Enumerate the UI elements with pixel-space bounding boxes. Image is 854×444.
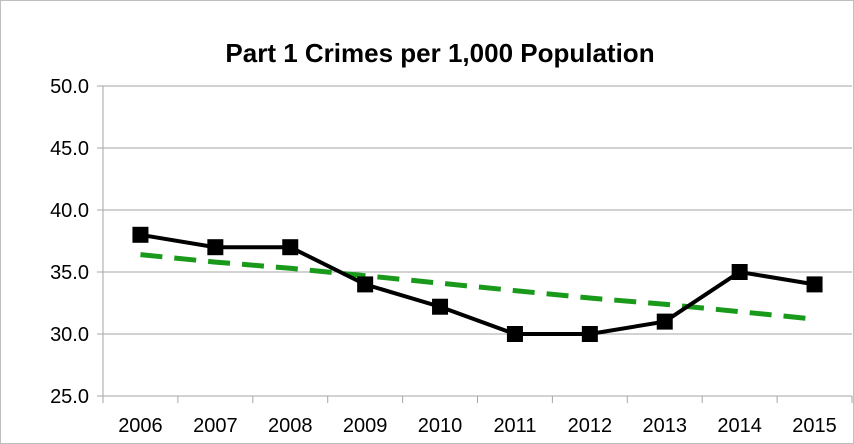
data-point-2006 xyxy=(132,226,149,243)
x-tick-label-2010: 2010 xyxy=(418,415,463,437)
data-point-2008 xyxy=(282,239,299,256)
x-tick-label-2015: 2015 xyxy=(792,415,837,437)
y-tick-label-3: 40.0 xyxy=(50,200,89,222)
y-tick-label-1: 30.0 xyxy=(50,324,89,346)
x-tick-label-2013: 2013 xyxy=(643,415,688,437)
trendline xyxy=(140,252,815,322)
series xyxy=(132,226,823,342)
x-tick-label-2011: 2011 xyxy=(493,415,536,437)
gridlines xyxy=(103,85,852,335)
x-tick-label-2014: 2014 xyxy=(717,415,762,437)
axes xyxy=(97,85,853,403)
x-tick-label-2007: 2007 xyxy=(193,415,238,437)
y-tick-label-2: 35.0 xyxy=(50,262,89,284)
series-line xyxy=(140,232,815,336)
data-point-2007 xyxy=(207,239,224,256)
data-point-2014 xyxy=(731,264,748,280)
x-tick-label-2006: 2006 xyxy=(118,415,163,437)
data-point-2009 xyxy=(357,276,374,293)
data-point-2011 xyxy=(506,326,523,342)
x-tick-label-2008: 2008 xyxy=(268,415,313,437)
y-tick-label-5: 50.0 xyxy=(50,76,89,98)
y-tick-labels: 25.0 30.0 35.0 40.0 45.0 50.0 xyxy=(50,76,89,408)
data-point-2010 xyxy=(432,298,449,315)
x-tick-label-2012: 2012 xyxy=(568,415,613,437)
chart-title: Part 1 Crimes per 1,000 Population xyxy=(225,38,654,68)
y-tick-label-0: 25.0 xyxy=(50,386,89,408)
x-tick-labels: 2006 2007 2008 2009 2010 2011 2012 2013 2014 2015 xyxy=(118,415,837,437)
y-tick-label-4: 45.0 xyxy=(50,138,89,160)
data-point-2012 xyxy=(581,326,598,342)
data-point-2013 xyxy=(656,313,673,330)
data-point-2015 xyxy=(806,276,823,293)
x-tick-label-2009: 2009 xyxy=(343,415,388,437)
